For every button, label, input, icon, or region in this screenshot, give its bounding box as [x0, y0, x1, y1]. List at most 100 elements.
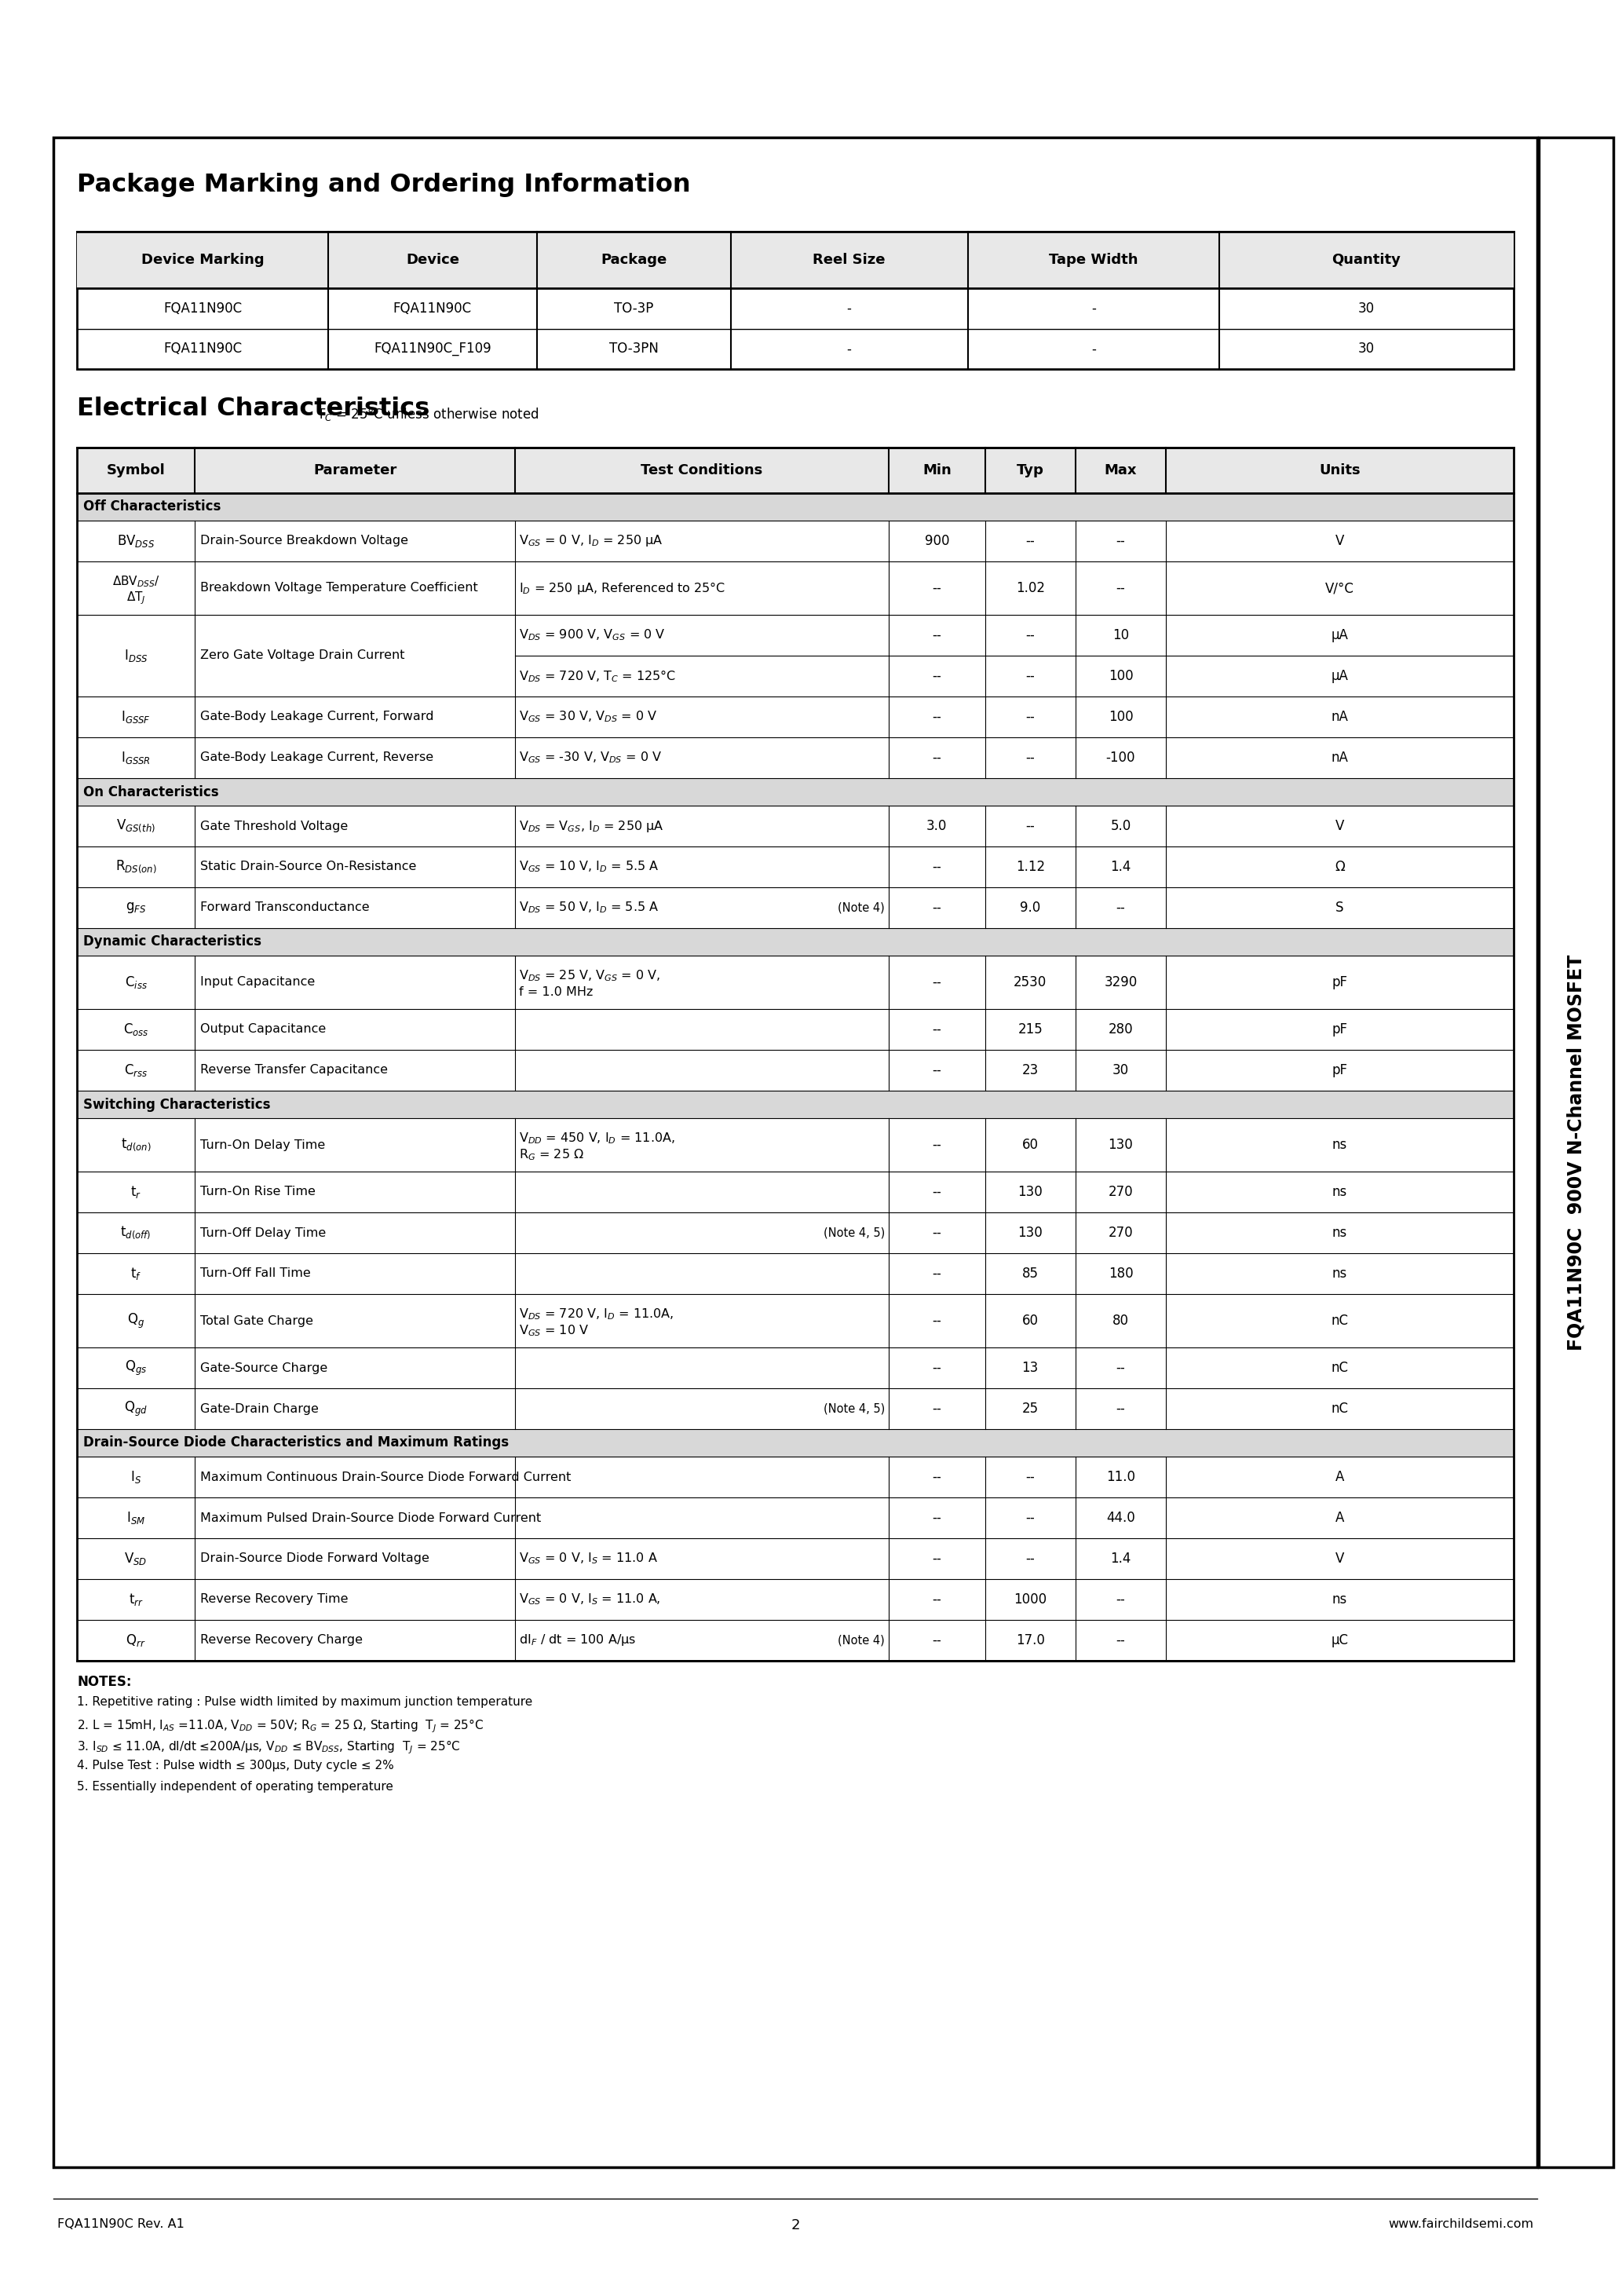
Text: 1. Repetitive rating : Pulse width limited by maximum junction temperature: 1. Repetitive rating : Pulse width limit… [76, 1697, 532, 1708]
Text: Quantity: Quantity [1332, 253, 1401, 266]
Text: 60: 60 [1022, 1313, 1038, 1327]
Text: 25: 25 [1022, 1401, 1038, 1417]
Text: Gate-Source Charge: Gate-Source Charge [200, 1362, 328, 1373]
Text: I$_S$: I$_S$ [130, 1469, 141, 1486]
Text: V$_{DS}$ = 900 V, V$_{GS}$ = 0 V: V$_{DS}$ = 900 V, V$_{GS}$ = 0 V [519, 627, 665, 643]
Text: Gate Threshold Voltage: Gate Threshold Voltage [200, 820, 349, 831]
Text: --: -- [933, 1185, 941, 1199]
Text: FQA11N90C_F109: FQA11N90C_F109 [373, 342, 491, 356]
Text: Drain-Source Diode Characteristics and Maximum Ratings: Drain-Source Diode Characteristics and M… [83, 1435, 509, 1449]
Text: 4. Pulse Test : Pulse width ≤ 300μs, Duty cycle ≤ 2%: 4. Pulse Test : Pulse width ≤ 300μs, Dut… [76, 1759, 394, 1773]
Text: -: - [1092, 342, 1096, 356]
Text: dI$_F$ / dt = 100 A/μs: dI$_F$ / dt = 100 A/μs [519, 1632, 636, 1649]
Bar [76, 1091, 1513, 1118]
Text: (Note 4, 5): (Note 4, 5) [824, 1226, 884, 1240]
Text: Units: Units [1319, 464, 1361, 478]
Text: Tape Width: Tape Width [1049, 253, 1139, 266]
Text: www.fairchildsemi.com: www.fairchildsemi.com [1388, 2218, 1533, 2229]
Text: Min: Min [923, 464, 950, 478]
Text: On Characteristics: On Characteristics [83, 785, 219, 799]
Text: Q$_{rr}$: Q$_{rr}$ [127, 1632, 146, 1649]
Text: V$_{GS(th)}$: V$_{GS(th)}$ [117, 817, 156, 833]
Text: V$_{GS}$ = 10 V, I$_D$ = 5.5 A: V$_{GS}$ = 10 V, I$_D$ = 5.5 A [519, 859, 659, 875]
Text: t$_f$: t$_f$ [130, 1265, 141, 1281]
Text: ns: ns [1332, 1139, 1348, 1153]
Text: R$_G$ = 25 Ω: R$_G$ = 25 Ω [519, 1148, 584, 1162]
Text: 30: 30 [1113, 1063, 1129, 1077]
Text: Symbol: Symbol [107, 464, 165, 478]
Text: 1.4: 1.4 [1111, 859, 1131, 875]
Text: --: -- [933, 1593, 941, 1607]
Text: V$_{GS}$ = 30 V, V$_{DS}$ = 0 V: V$_{GS}$ = 30 V, V$_{DS}$ = 0 V [519, 709, 657, 723]
Text: μA: μA [1332, 668, 1348, 684]
Text: Reverse Transfer Capacitance: Reverse Transfer Capacitance [200, 1065, 388, 1077]
Text: nA: nA [1332, 709, 1348, 723]
Text: Reverse Recovery Time: Reverse Recovery Time [200, 1593, 349, 1605]
Text: f = 1.0 MHz: f = 1.0 MHz [519, 985, 594, 999]
Text: --: -- [933, 668, 941, 684]
Text: 3. I$_{SD}$ ≤ 11.0A, dI/dt ≤200A/μs, V$_{DD}$ ≤ BV$_{DSS}$, Starting  T$_J$ = 25: 3. I$_{SD}$ ≤ 11.0A, dI/dt ≤200A/μs, V$_… [76, 1738, 461, 1756]
Bar [76, 928, 1513, 955]
Text: 1.12: 1.12 [1015, 859, 1045, 875]
Text: --: -- [933, 1313, 941, 1327]
Text: --: -- [933, 1401, 941, 1417]
Text: Static Drain-Source On-Resistance: Static Drain-Source On-Resistance [200, 861, 417, 872]
Text: I$_D$ = 250 μA, Referenced to 25°C: I$_D$ = 250 μA, Referenced to 25°C [519, 581, 725, 597]
Text: TO-3PN: TO-3PN [608, 342, 659, 356]
Text: Gate-Body Leakage Current, Reverse: Gate-Body Leakage Current, Reverse [200, 751, 433, 765]
Text: μC: μC [1332, 1632, 1348, 1649]
Text: --: -- [933, 1226, 941, 1240]
Text: Gate-Drain Charge: Gate-Drain Charge [200, 1403, 318, 1414]
Text: --: -- [1116, 1401, 1126, 1417]
Text: pF: pF [1332, 976, 1348, 990]
Text: 1.4: 1.4 [1111, 1552, 1131, 1566]
Text: Q$_{gs}$: Q$_{gs}$ [125, 1359, 148, 1378]
Text: Package: Package [600, 253, 667, 266]
Text: nC: nC [1332, 1362, 1348, 1375]
Text: 5.0: 5.0 [1111, 820, 1131, 833]
Text: --: -- [933, 709, 941, 723]
Text: --: -- [1116, 581, 1126, 595]
Text: Ω: Ω [1335, 859, 1345, 875]
Text: A: A [1335, 1511, 1345, 1525]
Bar [1539, 138, 1614, 2167]
Text: --: -- [933, 581, 941, 595]
Text: --: -- [1025, 1511, 1035, 1525]
Text: 30: 30 [1358, 301, 1375, 315]
Text: Electrical Characteristics: Electrical Characteristics [76, 397, 430, 420]
Text: nC: nC [1332, 1401, 1348, 1417]
Text: Maximum Pulsed Drain-Source Diode Forward Current: Maximum Pulsed Drain-Source Diode Forwar… [200, 1513, 542, 1525]
Text: Input Capacitance: Input Capacitance [200, 976, 315, 987]
Text: Turn-Off Fall Time: Turn-Off Fall Time [200, 1267, 311, 1279]
Text: V$_{GS}$ = 0 V, I$_D$ = 250 μA: V$_{GS}$ = 0 V, I$_D$ = 250 μA [519, 533, 663, 549]
Text: Total Gate Charge: Total Gate Charge [200, 1316, 313, 1327]
Text: V$_{GS}$ = 0 V, I$_S$ = 11.0 A,: V$_{GS}$ = 0 V, I$_S$ = 11.0 A, [519, 1591, 660, 1607]
Text: --: -- [933, 1632, 941, 1649]
Bar [76, 232, 1513, 289]
Text: t$_{d(on)}$: t$_{d(on)}$ [120, 1137, 151, 1153]
Text: S: S [1335, 900, 1345, 914]
Text: Switching Characteristics: Switching Characteristics [83, 1097, 271, 1111]
Text: FQA11N90C  900V N-Channel MOSFET: FQA11N90C 900V N-Channel MOSFET [1567, 955, 1585, 1350]
Text: Device Marking: Device Marking [141, 253, 264, 266]
Text: 30: 30 [1358, 342, 1375, 356]
Text: 100: 100 [1108, 668, 1134, 684]
Text: (Note 4, 5): (Note 4, 5) [824, 1403, 884, 1414]
Text: --: -- [1116, 900, 1126, 914]
Text: --: -- [933, 1552, 941, 1566]
Text: 900: 900 [925, 535, 949, 549]
Text: -: - [1092, 301, 1096, 315]
Text: 130: 130 [1108, 1139, 1134, 1153]
Bar [76, 1428, 1513, 1456]
Text: C$_{rss}$: C$_{rss}$ [123, 1063, 148, 1079]
Text: 13: 13 [1022, 1362, 1038, 1375]
Text: Test Conditions: Test Conditions [641, 464, 762, 478]
Text: V$_{DS}$ = 50 V, I$_D$ = 5.5 A: V$_{DS}$ = 50 V, I$_D$ = 5.5 A [519, 900, 659, 916]
Text: V$_{DS}$ = V$_{GS}$, I$_D$ = 250 μA: V$_{DS}$ = V$_{GS}$, I$_D$ = 250 μA [519, 820, 663, 833]
Text: Dynamic Characteristics: Dynamic Characteristics [83, 934, 261, 948]
Bar [76, 232, 1513, 370]
Text: 280: 280 [1108, 1022, 1134, 1035]
Text: 130: 130 [1017, 1185, 1043, 1199]
Text: T$_C$ = 25°C unless otherwise noted: T$_C$ = 25°C unless otherwise noted [316, 406, 539, 422]
Text: Reel Size: Reel Size [813, 253, 886, 266]
